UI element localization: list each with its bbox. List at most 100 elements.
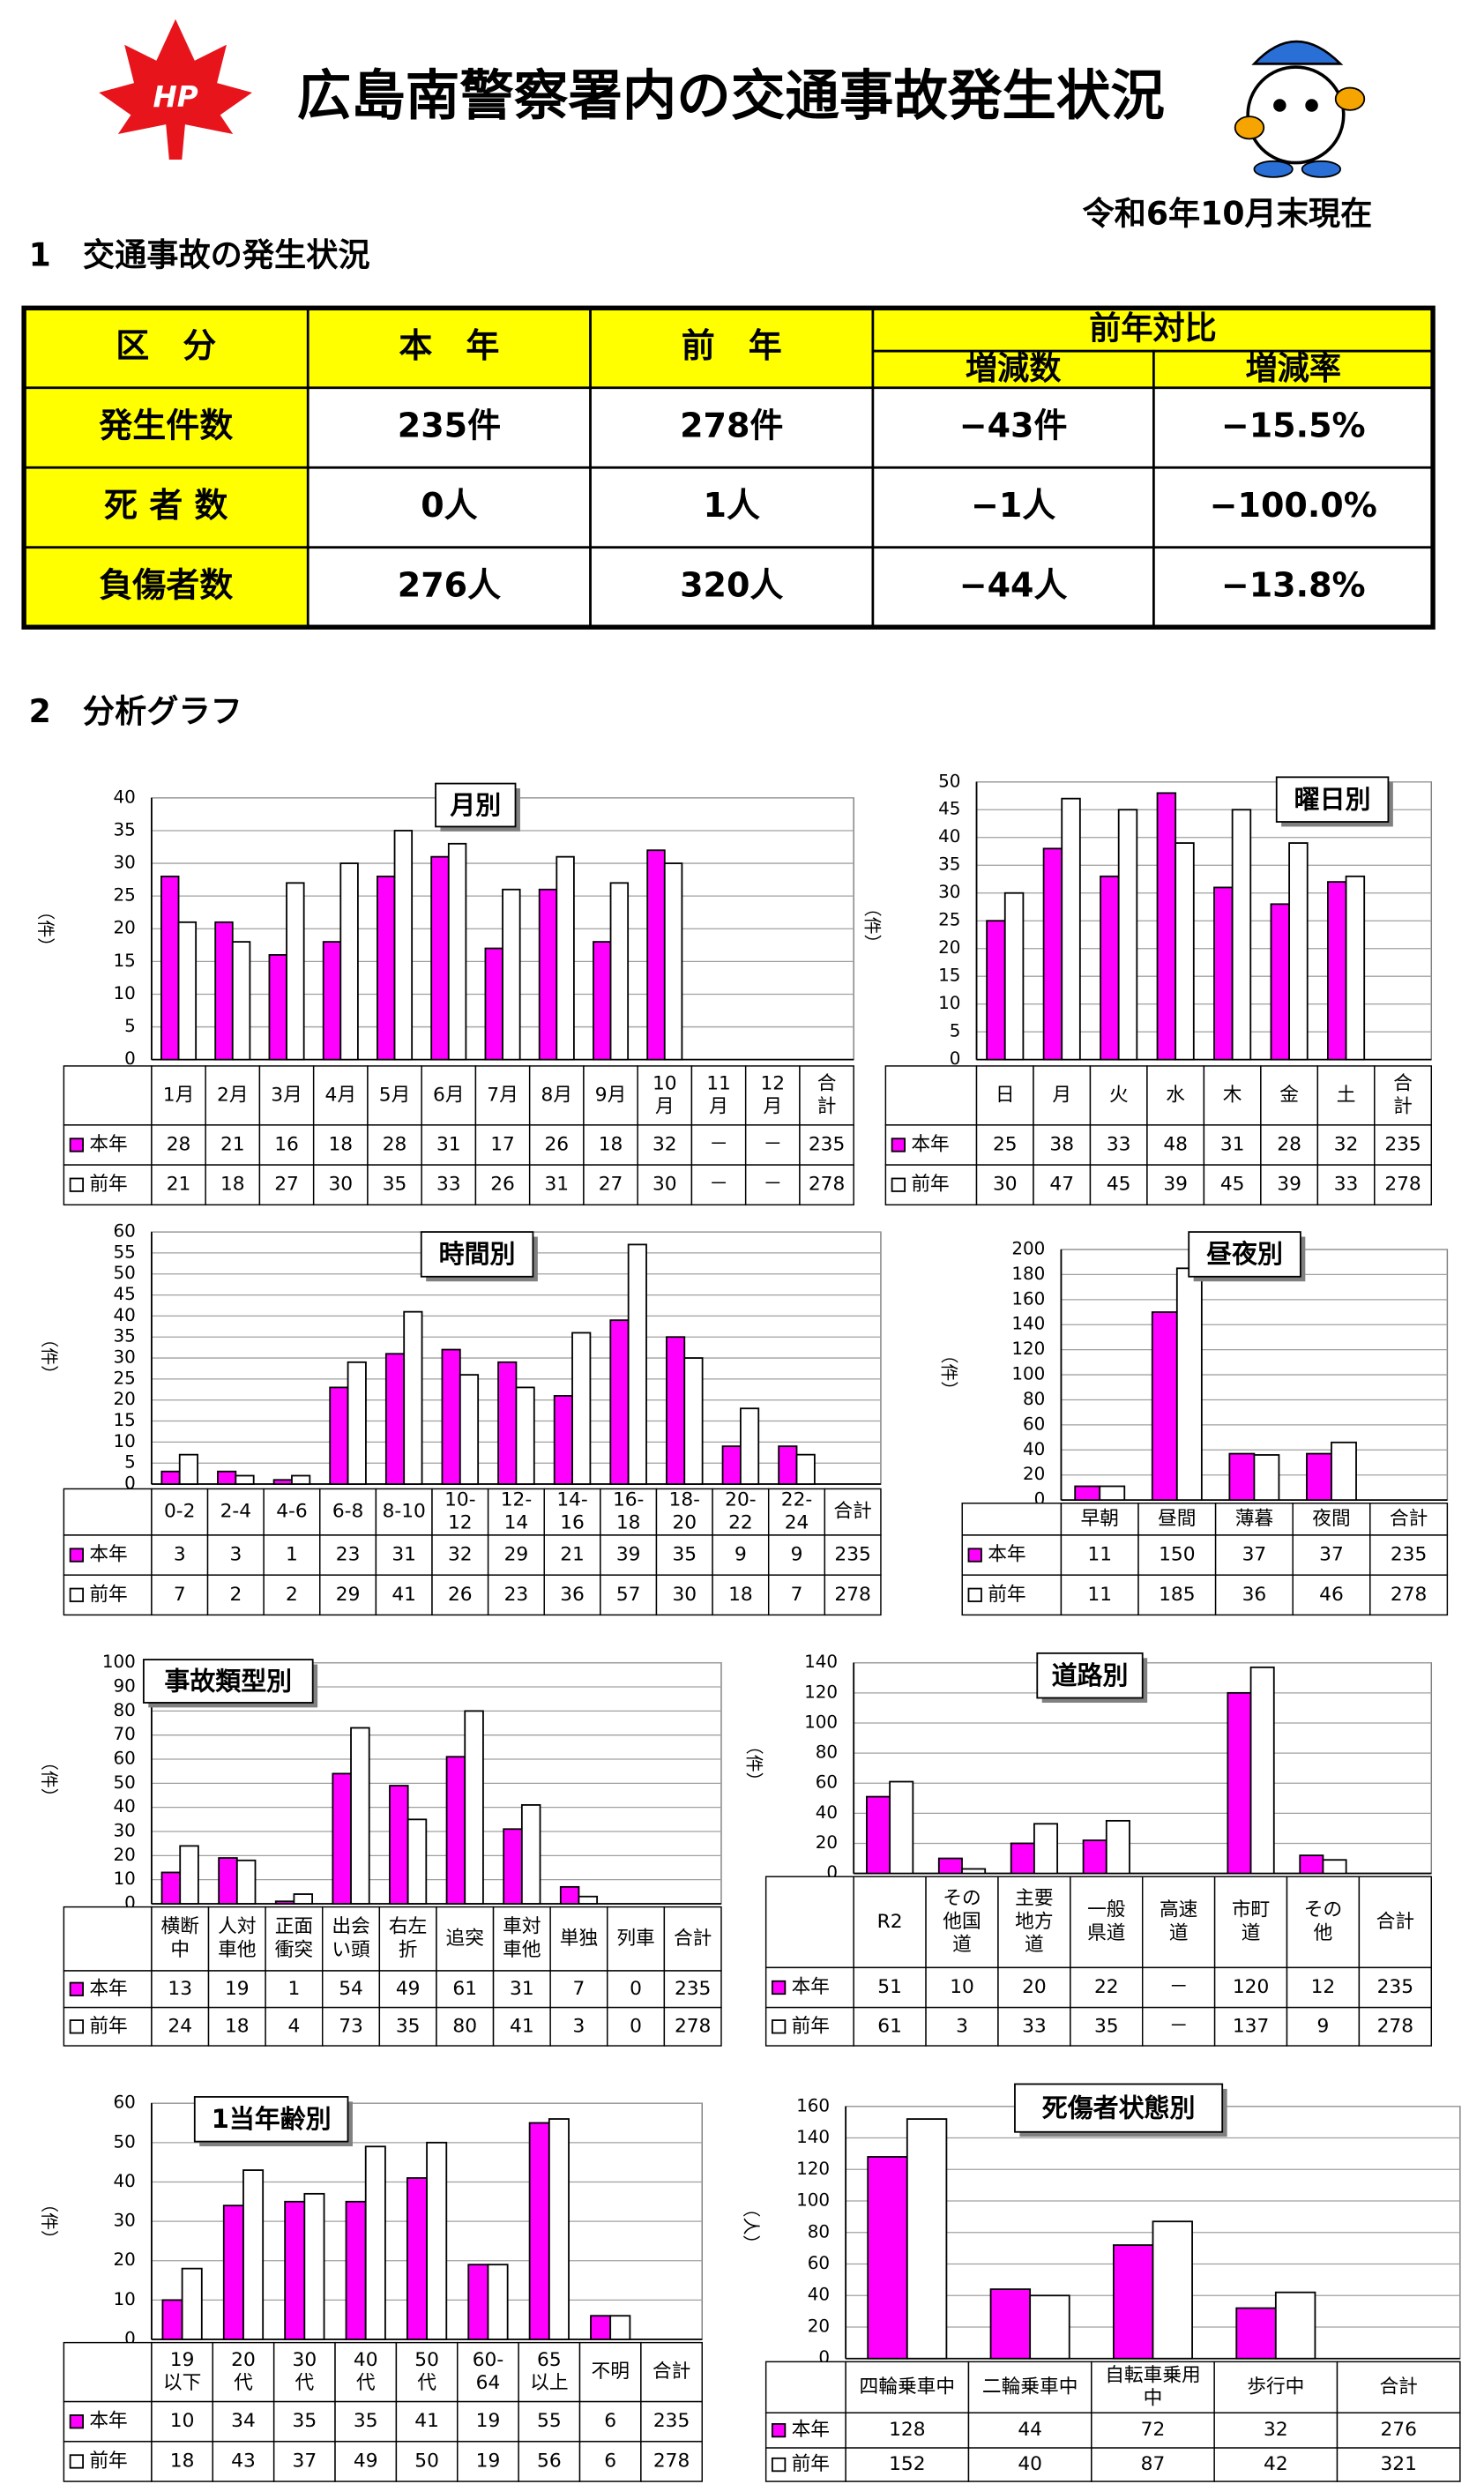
mascot-eye	[1273, 99, 1286, 112]
table-cell	[853, 1876, 927, 1969]
table-cell	[431, 1574, 489, 1616]
data-label: 0	[630, 2015, 642, 2037]
chart-title: 曜日別	[1294, 784, 1371, 814]
legend-swatch	[967, 1587, 982, 1602]
data-label: 3	[229, 1544, 242, 1566]
chart-title: 1当年齢別	[212, 2104, 332, 2134]
total-header: 合計	[833, 1501, 871, 1523]
y-tick-label: 20	[114, 1389, 136, 1409]
x-tick-label: 列車	[616, 1928, 654, 1950]
data-label: 23	[504, 1584, 529, 1606]
table-cell	[600, 1574, 658, 1616]
bar	[889, 1780, 914, 1875]
total-value: 235	[834, 1544, 870, 1566]
bar	[646, 849, 666, 1061]
x-tick-label: 4月	[325, 1084, 357, 1106]
bar	[1231, 809, 1252, 1061]
y-tick-label: 140	[804, 1652, 838, 1672]
table-cell	[1260, 1164, 1319, 1206]
y-tick-label: 10	[114, 2289, 136, 2309]
bar	[1249, 1666, 1275, 1875]
chart-title: 死傷者状態別	[1042, 2092, 1196, 2122]
total-header: 合計	[1390, 1508, 1428, 1530]
data-label: 28	[383, 1133, 407, 1155]
y-tick-label: 25	[114, 885, 136, 906]
data-label: 0	[630, 1978, 642, 2000]
data-label: 12	[1311, 1976, 1336, 1998]
table-header: 前 年	[682, 326, 782, 365]
y-tick-label: 40	[1023, 1439, 1045, 1459]
legend-swatch	[69, 2019, 85, 2034]
table-cell	[395, 2400, 459, 2443]
bar	[1331, 1441, 1357, 1502]
data-label: 32	[653, 1133, 677, 1155]
y-tick-label: 20	[114, 2249, 136, 2270]
chart-title: 事故類型別	[164, 1666, 292, 1696]
data-label: 33	[1107, 1133, 1131, 1155]
y-tick-label: 45	[114, 1284, 136, 1304]
chart-title-box	[142, 1659, 314, 1704]
data-label: 35	[354, 2410, 378, 2432]
x-tick-label: 右左折	[389, 1916, 427, 1961]
data-label: 35	[383, 1174, 407, 1196]
data-label: 51	[877, 1976, 902, 1998]
y-tick-label: 30	[114, 1347, 136, 1368]
table-cell-text: 320人	[680, 565, 783, 604]
table-cell	[1213, 2361, 1339, 2413]
bar	[1100, 875, 1120, 1061]
y-tick-label: 20	[816, 1832, 838, 1853]
y-tick-label: 10	[114, 1431, 136, 1451]
table-cell	[871, 466, 1155, 549]
x-tick-label: 月	[1052, 1084, 1071, 1106]
data-label: 45	[1107, 1174, 1131, 1196]
table-cell	[1203, 1124, 1262, 1166]
data-label: 50	[414, 2450, 439, 2472]
table-cell	[375, 1574, 433, 1616]
legend-swatch	[891, 1177, 906, 1192]
table-cell	[589, 466, 875, 549]
table-cell	[312, 1124, 369, 1166]
bar	[484, 947, 503, 1061]
data-label: 21	[560, 1544, 585, 1566]
y-axis-label: （件）	[39, 2195, 59, 2248]
data-label: 56	[537, 2450, 562, 2472]
table-cell	[655, 1488, 713, 1536]
logo-leaf	[99, 19, 252, 160]
table-cell	[871, 386, 1155, 469]
table-cell	[543, 1574, 601, 1616]
y-axis-label: （人）	[741, 2200, 761, 2253]
table-cell	[1070, 1876, 1144, 1969]
data-label: 40	[1018, 2453, 1042, 2475]
table-cell	[1070, 2006, 1144, 2047]
x-tick-label: 不明	[591, 2361, 629, 2383]
table-cell	[1292, 1503, 1371, 1536]
bar	[590, 2315, 612, 2340]
table-cell	[1146, 1164, 1205, 1206]
data-label: 28	[167, 1133, 191, 1155]
bar	[160, 875, 180, 1061]
data-label: 48	[1163, 1133, 1188, 1155]
table-cell	[1292, 1534, 1371, 1576]
table-cell	[1369, 1534, 1449, 1576]
bar	[364, 2145, 386, 2340]
data-label: 23	[336, 1544, 361, 1566]
bar	[384, 1353, 406, 1485]
table-cell-text: −13.8%	[1221, 565, 1366, 604]
table-cell	[824, 1574, 882, 1616]
x-tick-label: その他	[1304, 1899, 1342, 1944]
table-cell	[1089, 1164, 1148, 1206]
total-value: 278	[834, 1584, 870, 1606]
table-cell	[528, 1065, 585, 1126]
y-tick-label: 10	[938, 993, 960, 1013]
bar	[274, 1900, 295, 1905]
data-label: 2	[286, 1584, 298, 1606]
y-tick-label: 45	[938, 799, 960, 819]
legend-label: 前年	[911, 1174, 949, 1196]
table-cell	[1260, 1065, 1319, 1126]
table-cell	[767, 1488, 826, 1536]
table-cell-text: −1人	[971, 486, 1055, 525]
data-label: 43	[231, 2450, 256, 2472]
table-cell-text: 276人	[398, 565, 501, 604]
table-cell	[1137, 1503, 1217, 1536]
